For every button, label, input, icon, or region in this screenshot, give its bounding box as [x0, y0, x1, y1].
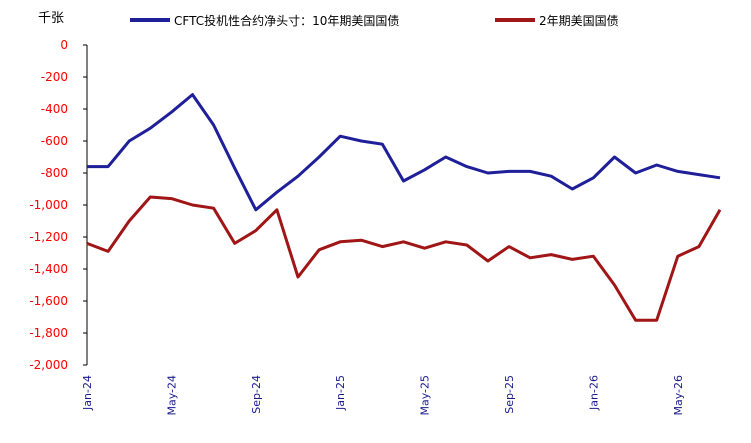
y-tick-label: -200	[41, 70, 68, 84]
x-tick-label: May-24	[165, 375, 178, 416]
y-tick-label: -400	[41, 102, 68, 116]
y-tick-label: -1,200	[29, 230, 68, 244]
x-tick-label: May-25	[419, 375, 432, 416]
y-tick-label: -1,000	[29, 198, 68, 212]
x-axis: Jan-24 May-24 Sep-24 Jan-25 May-25 Sep-25 Jan-…	[81, 375, 685, 416]
legend: CFTC投机性合约净头寸：10年期美国国债 2年期美国国债	[130, 13, 619, 28]
series-line-0	[87, 93, 721, 212]
y-tick-label: 0	[60, 38, 68, 52]
legend-label-2y: 2年期美国国债	[539, 14, 619, 28]
y-tick-label: -600	[41, 134, 68, 148]
x-tick-label: Jan-26	[587, 375, 600, 411]
x-tick-label: Jan-24	[81, 375, 94, 411]
y-tick-label: -2,000	[29, 358, 68, 372]
y-tick-label: -1,400	[29, 262, 68, 276]
y-tick-label: -1,800	[29, 326, 68, 340]
x-tick-label: Sep-25	[503, 375, 516, 414]
y-axis: 0 -200 -400 -600 -800 -1,000 -1,200 -1,400 -1,60…	[29, 38, 87, 372]
y-tick-label: -800	[41, 166, 68, 180]
plot-area	[86, 93, 722, 322]
y-tick-label: -1,600	[29, 294, 68, 308]
x-tick-label: Jan-25	[334, 375, 347, 411]
y-axis-unit-label: 千张	[38, 11, 64, 26]
x-tick-label: May-26	[672, 375, 685, 416]
series-line-1	[86, 195, 722, 322]
x-tick-label: Sep-24	[250, 375, 263, 414]
legend-label-10y: CFTC投机性合约净头寸：10年期美国国债	[174, 13, 399, 28]
